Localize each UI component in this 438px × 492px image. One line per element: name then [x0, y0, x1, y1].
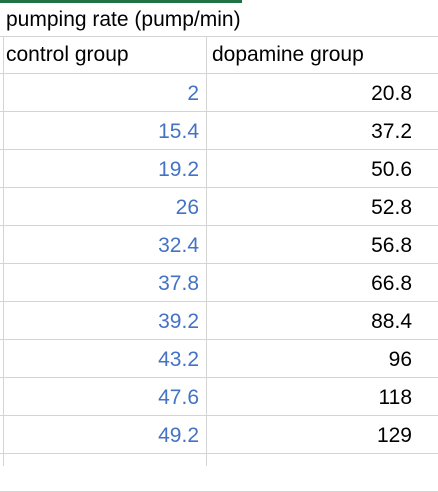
table-row[interactable]: 37.8 66.8 — [0, 264, 438, 302]
table-row[interactable]: 19.2 50.6 — [0, 150, 438, 188]
cell-dopamine-group[interactable]: 118 — [378, 386, 412, 409]
sheet-title-cell[interactable]: pumping rate (pump/min) — [6, 8, 241, 31]
cell-control-group[interactable]: 39.2 — [158, 310, 199, 333]
cell-dopamine-group[interactable]: 37.2 — [371, 120, 412, 143]
table-row-empty[interactable] — [0, 454, 438, 492]
cell-control-group[interactable]: 19.2 — [158, 158, 199, 181]
header-control-group[interactable]: control group — [6, 43, 129, 66]
cell-dopamine-group[interactable]: 66.8 — [371, 272, 412, 295]
cell-control-group[interactable]: 43.2 — [158, 348, 199, 371]
cell-control-group[interactable]: 26 — [175, 196, 199, 219]
table-row[interactable]: 47.6 118 — [0, 378, 438, 416]
cell-dopamine-group[interactable]: 52.8 — [371, 196, 412, 219]
cell-dopamine-group[interactable]: 96 — [388, 348, 412, 371]
cell-control-group[interactable]: 47.6 — [158, 386, 199, 409]
table-row[interactable]: 43.2 96 — [0, 340, 438, 378]
gridline-vertical — [3, 37, 4, 466]
cell-control-group[interactable]: 2 — [187, 82, 199, 105]
cell-dopamine-group[interactable]: 20.8 — [371, 82, 412, 105]
table-row[interactable]: 15.4 37.2 — [0, 112, 438, 150]
table-row[interactable]: 39.2 88.4 — [0, 302, 438, 340]
table-row[interactable]: 2 20.8 — [0, 74, 438, 112]
cell-dopamine-group[interactable]: 129 — [376, 424, 412, 447]
cell-control-group[interactable]: 49.2 — [158, 424, 199, 447]
header-dopamine-group[interactable]: dopamine group — [212, 43, 364, 66]
cell-selection-indicator — [0, 0, 242, 3]
cell-control-group[interactable]: 32.4 — [158, 234, 199, 257]
cell-dopamine-group[interactable]: 88.4 — [371, 310, 412, 333]
title-row[interactable]: pumping rate (pump/min) — [0, 3, 438, 37]
cell-dopamine-group[interactable]: 56.8 — [371, 234, 412, 257]
cell-control-group[interactable]: 37.8 — [158, 272, 199, 295]
column-header-row[interactable]: control group dopamine group — [0, 37, 438, 74]
data-rows: 2 20.8 15.4 37.2 19.2 50.6 26 52.8 32.4 56.8 37.8 6… — [0, 74, 438, 492]
gridline-vertical — [206, 37, 207, 466]
table-row[interactable]: 26 52.8 — [0, 188, 438, 226]
cell-control-group[interactable]: 15.4 — [158, 120, 199, 143]
table-row[interactable]: 49.2 129 — [0, 416, 438, 454]
table-row[interactable]: 32.4 56.8 — [0, 226, 438, 264]
cell-dopamine-group[interactable]: 50.6 — [371, 158, 412, 181]
